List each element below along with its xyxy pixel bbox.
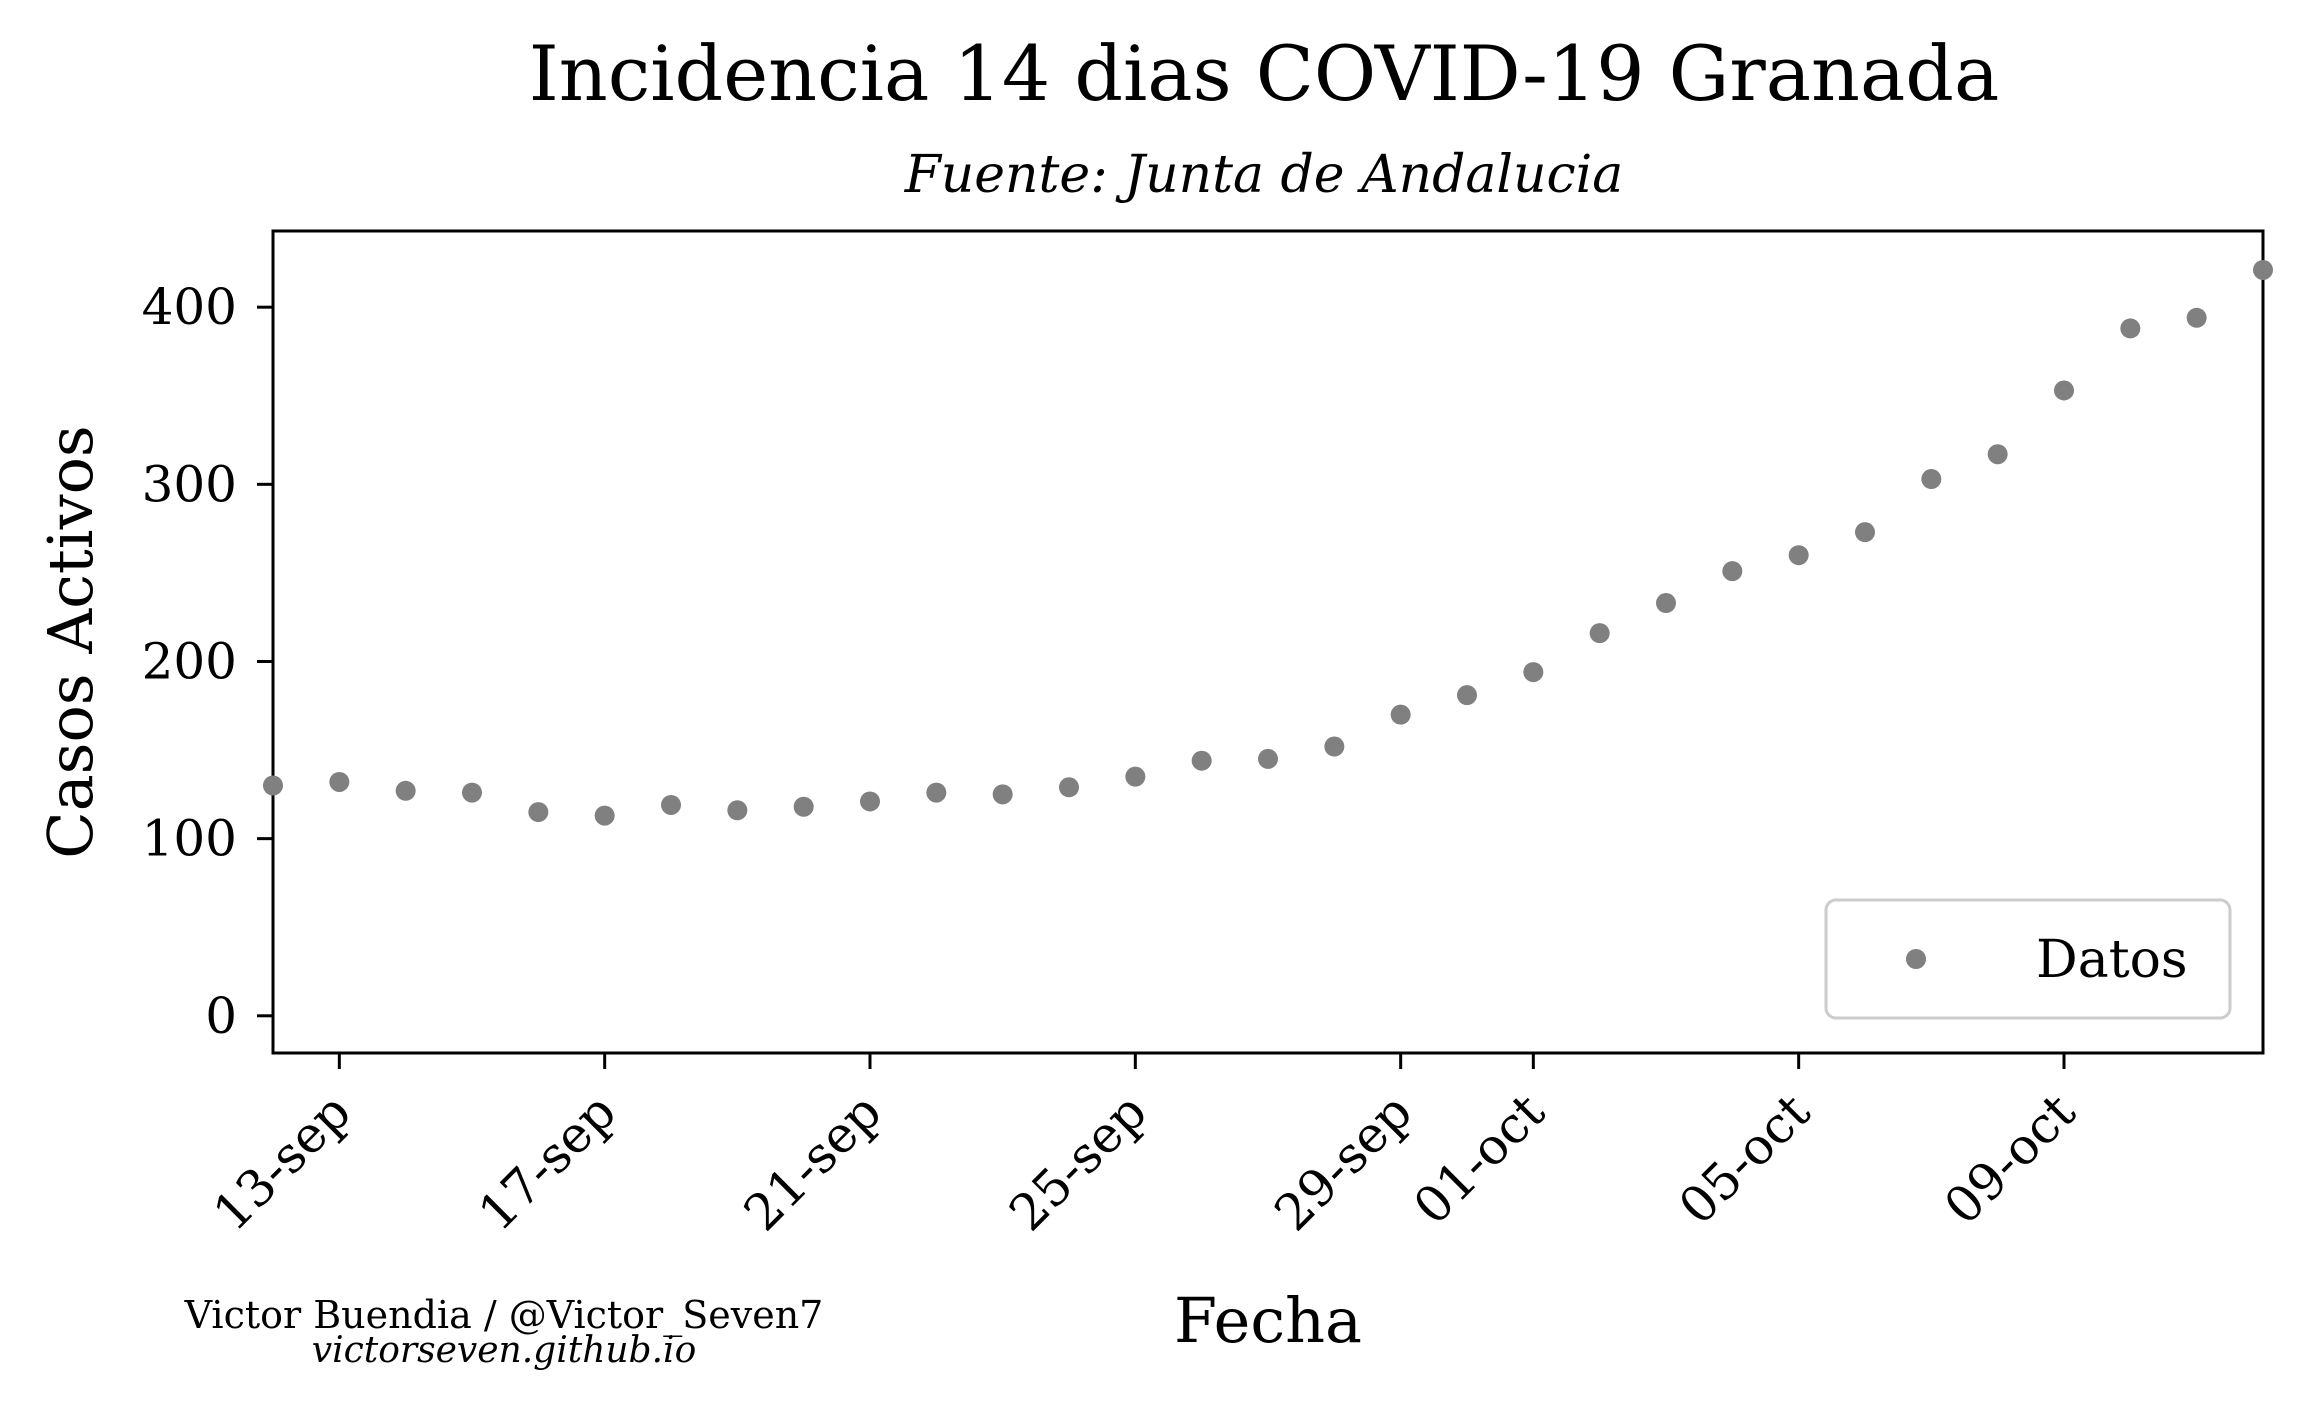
data-point [2054,380,2074,401]
x-tick-label: 09-oct [1933,1082,2086,1235]
series-datos [263,259,2273,826]
y-axis: 0 100 200 300 400 [142,278,273,1045]
data-point [992,784,1013,805]
y-tick-label: 0 [205,987,237,1045]
credit-website: victorseven.github.io [312,1330,697,1371]
legend-marker [1906,949,1926,969]
data-point [793,796,814,817]
chart-subtitle: Fuente: Junta de Andalucia [904,145,1624,205]
x-tick-label: 17-sep [468,1082,628,1242]
x-tick-label: 25-sep [998,1082,1158,1242]
data-point [528,802,549,823]
data-point [661,794,681,815]
y-tick-label: 400 [142,278,237,336]
data-point [263,775,283,796]
credit-author: Victor Buendia / @Victor_Seven7 [184,1293,824,1338]
data-point [1324,736,1345,757]
x-axis-label: Fecha [1174,1284,1362,1357]
data-point [1059,777,1079,798]
x-tick-label: 01-oct [1403,1082,1556,1235]
data-point [860,791,880,812]
plot-area-frame [271,229,2265,1055]
data-point [926,782,947,803]
data-point [1191,750,1212,771]
data-point [1589,623,1610,644]
data-point [2120,318,2141,339]
legend-label-datos: Datos [2036,930,2188,990]
chart-title: Incidencia 14 dias COVID-19 Granada [529,29,2000,118]
data-point [1722,561,1743,582]
data-point [1656,593,1676,614]
data-point [462,782,482,803]
data-point [1125,766,1146,787]
data-point [1855,522,1875,543]
y-tick-label: 200 [142,632,237,690]
data-point [2186,307,2207,328]
y-tick-label: 100 [142,810,237,868]
data-point [1523,662,1544,683]
x-tick-label: 13-sep [202,1082,362,1242]
data-point [1921,469,1942,490]
data-point [329,771,350,792]
data-point [1390,704,1411,725]
data-point [1788,545,1809,566]
x-tick-label: 05-oct [1668,1082,1821,1235]
legend: Datos [1824,898,2232,1020]
data-point [727,800,748,821]
x-tick-label: 29-sep [1264,1082,1424,1242]
data-point [1987,444,2008,465]
data-point [395,780,416,801]
data-point [2253,259,2273,280]
x-tick-label: 21-sep [733,1082,893,1242]
y-axis-label: Casos Activos [34,425,107,859]
data-point [594,805,615,826]
data-point [1258,748,1278,769]
data-point [1457,685,1477,706]
y-tick-label: 300 [142,455,237,513]
legend-frame [1824,898,2232,1020]
